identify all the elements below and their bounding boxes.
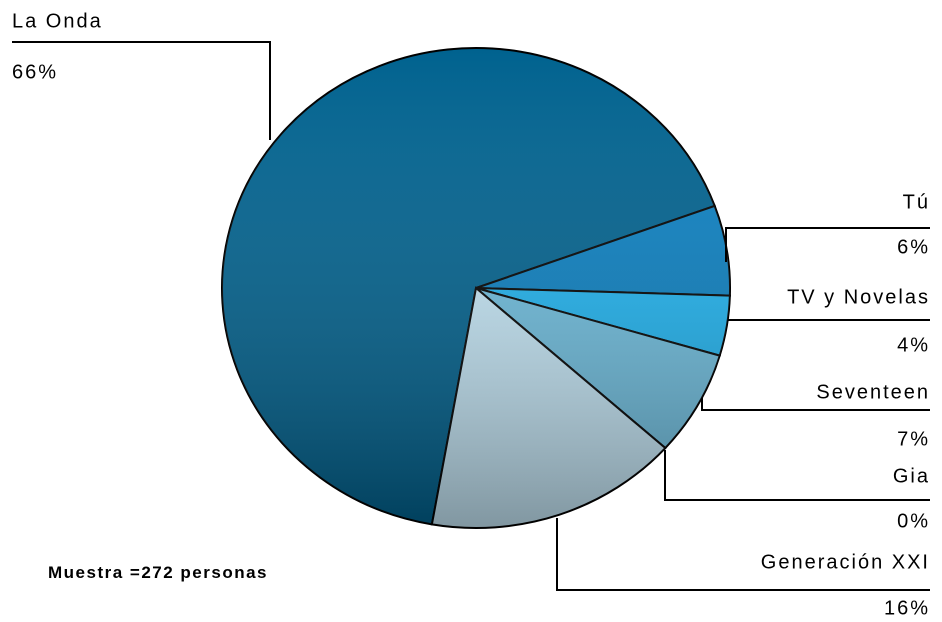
- pie: [221, 47, 731, 529]
- slice-label: Tú: [903, 191, 930, 213]
- value-label: 66%: [12, 61, 58, 83]
- leader-line: [556, 518, 930, 591]
- slice-label: La Onda: [12, 10, 103, 32]
- value-label: 0%: [897, 510, 930, 532]
- value-label: 7%: [897, 428, 930, 450]
- leader-line: [725, 227, 930, 262]
- slice-label: Generación XXI: [761, 551, 930, 573]
- slice-label: Gia: [893, 465, 930, 487]
- leader-line: [664, 450, 930, 501]
- leader-line: [701, 398, 930, 411]
- leader-line: [12, 41, 271, 140]
- value-label: 4%: [897, 334, 930, 356]
- slice-label: Seventeen: [816, 381, 930, 403]
- value-label: 6%: [897, 236, 930, 258]
- value-label: 16%: [884, 597, 930, 619]
- slice-label: TV y Novelas: [787, 286, 930, 308]
- annotation: Muestra =272 personas: [48, 563, 268, 582]
